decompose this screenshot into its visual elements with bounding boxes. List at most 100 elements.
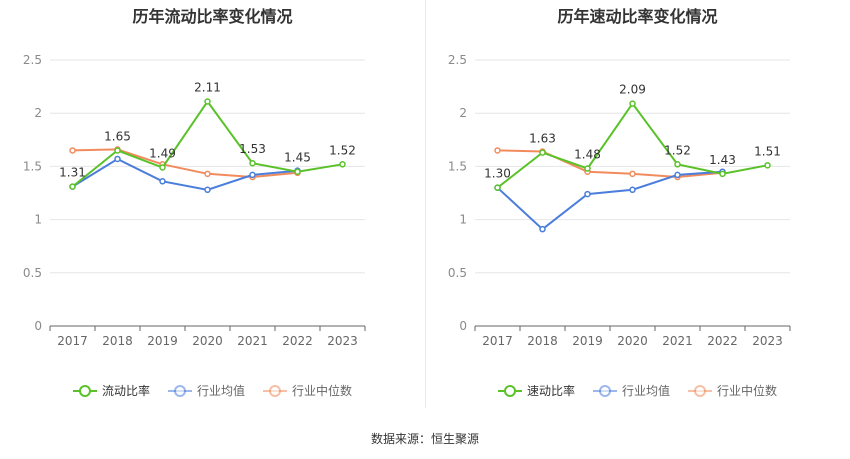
data-point <box>69 183 76 190</box>
data-point <box>584 190 591 198</box>
data-label: 1.43 <box>709 153 736 167</box>
data-point <box>204 170 211 178</box>
data-point <box>674 161 681 168</box>
series-line <box>72 148 298 179</box>
y-tick-label: 2.5 <box>23 53 42 67</box>
y-tick-label: 2 <box>459 106 467 120</box>
data-point <box>674 171 681 179</box>
y-tick-label: 2.5 <box>448 53 467 67</box>
data-point <box>539 149 546 156</box>
data-point <box>764 162 771 169</box>
legend-marker <box>694 384 706 397</box>
legend-label: 行业中位数 <box>717 384 778 398</box>
data-label: 1.53 <box>239 142 266 156</box>
legend-marker <box>503 384 516 397</box>
legend-item[interactable]: 行业均值 <box>167 382 245 399</box>
current-ratio-chart: 历年流动比率变化情况 0 0.5 1 1.5 2 2.5 2017 2018 2019 2020 2… <box>0 0 425 420</box>
series-line <box>71 157 298 191</box>
legend-label: 行业均值 <box>621 384 670 398</box>
legend-label: 行业中位数 <box>292 384 353 398</box>
data-label: 1.30 <box>484 167 511 181</box>
data-source-note: 数据来源：恒生聚源 <box>370 432 479 446</box>
legend-item[interactable]: 速动比率 <box>497 382 575 399</box>
x-tick-label: 2018 <box>102 334 133 348</box>
x-tick-label: 2019 <box>572 334 603 348</box>
x-tick-label: 2020 <box>617 334 648 348</box>
series-line <box>496 170 723 231</box>
data-point <box>159 164 166 171</box>
data-point <box>294 168 301 175</box>
data-label: 1.48 <box>574 148 601 162</box>
x-tick-label: 2017 <box>482 334 513 348</box>
chart-title: 历年速动比率变化情况 <box>557 7 718 26</box>
x-tick-label: 2022 <box>282 334 313 348</box>
data-point <box>204 98 211 105</box>
data-label: 2.11 <box>194 80 221 94</box>
legend-marker <box>173 384 186 397</box>
legend: 速动比率 行业均值 行业中位数 <box>425 382 850 399</box>
y-tick-label: 1.5 <box>448 159 467 173</box>
legend-item[interactable]: 行业中位数 <box>263 382 352 399</box>
y-tick-label: 0.5 <box>448 266 467 280</box>
data-label: 2.09 <box>619 83 646 97</box>
x-tick-label: 2020 <box>192 334 223 348</box>
data-label: 1.52 <box>329 143 356 157</box>
legend-line-icon <box>592 384 617 397</box>
data-point <box>494 147 501 154</box>
data-point <box>114 155 121 163</box>
data-point <box>584 165 591 172</box>
legend-line-icon <box>72 384 97 397</box>
data-point <box>629 100 636 107</box>
legend-item[interactable]: 行业均值 <box>592 382 670 399</box>
legend-line-icon <box>263 384 287 397</box>
legend-marker <box>269 384 281 397</box>
y-tick-label: 0.5 <box>23 266 42 280</box>
x-tick-label: 2018 <box>527 334 558 348</box>
data-label: 1.63 <box>529 132 556 146</box>
chart-title: 历年流动比率变化情况 <box>132 7 293 26</box>
data-point <box>159 178 166 185</box>
panel-divider <box>425 0 426 408</box>
data-point <box>114 147 121 154</box>
data-point <box>719 170 726 178</box>
data-point <box>69 147 76 154</box>
y-tick-label: 0 <box>34 319 42 333</box>
x-tick-label: 2017 <box>57 334 88 348</box>
y-tick-label: 1 <box>34 213 42 227</box>
legend-label: 行业均值 <box>196 384 245 398</box>
legend-line-icon <box>688 384 712 397</box>
data-label: 1.52 <box>664 143 691 157</box>
x-tick-label: 2023 <box>327 334 358 348</box>
y-tick-label: 1 <box>459 213 467 227</box>
y-tick-label: 1.5 <box>23 159 42 173</box>
data-point <box>204 186 211 194</box>
legend: 流动比率 行业均值 行业中位数 <box>0 382 425 399</box>
data-point <box>629 186 636 194</box>
x-tick-label: 2021 <box>662 334 693 348</box>
data-point <box>494 184 501 191</box>
y-tick-label: 2 <box>34 106 42 120</box>
data-label: 1.45 <box>284 151 311 165</box>
legend-item[interactable]: 行业中位数 <box>688 382 777 399</box>
data-point <box>339 161 346 168</box>
x-tick-label: 2019 <box>147 334 178 348</box>
legend-marker <box>78 384 91 397</box>
data-point <box>249 159 256 167</box>
quick-ratio-chart: 历年速动比率变化情况 0 0.5 1 1.5 2 2.5 2017 2018 2019 2020 2… <box>425 0 850 420</box>
data-label: 1.49 <box>149 146 176 160</box>
legend-line-icon <box>167 384 192 397</box>
data-point <box>629 170 636 178</box>
y-tick-label: 0 <box>459 319 467 333</box>
x-tick-label: 2022 <box>707 334 738 348</box>
legend-marker <box>598 384 611 397</box>
data-label: 1.51 <box>754 144 781 158</box>
data-point <box>249 171 256 179</box>
data-label: 1.65 <box>104 129 131 143</box>
series-line <box>497 149 723 179</box>
x-tick-label: 2023 <box>752 334 783 348</box>
legend-item[interactable]: 流动比率 <box>72 382 150 399</box>
data-label: 1.31 <box>59 166 86 180</box>
legend-line-icon <box>497 384 522 397</box>
